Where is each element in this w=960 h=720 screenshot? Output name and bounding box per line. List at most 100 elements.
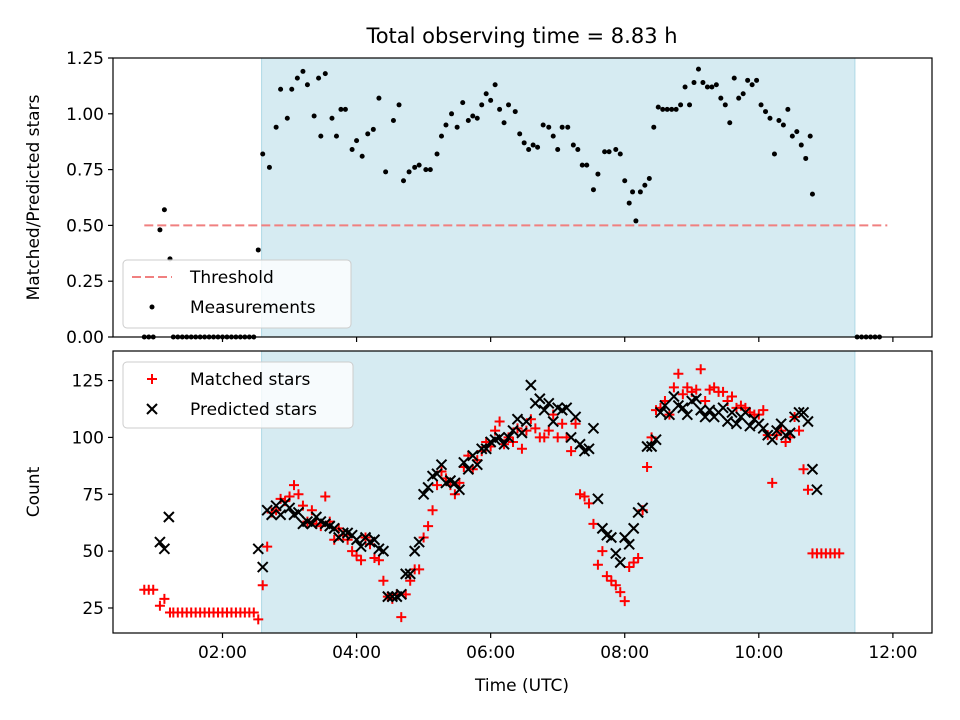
measurement-point [501,120,507,126]
measurement-point [579,162,585,168]
measurement-point [722,102,728,108]
top-y-axis-label: Matched/Predicted stars [24,94,44,300]
y-tick-label: 0.50 [66,216,104,236]
top-legend: Threshold Measurements [122,259,352,329]
predicted-point [695,404,707,416]
measurement-point [691,80,697,86]
measurement-point [637,189,643,195]
legend-measurements-label: Measurements [190,298,316,318]
measurement-point [412,164,418,170]
x-tick-label: 06:00 [466,643,515,663]
y-tick-label: 100 [72,428,104,448]
measurement-point [506,102,512,108]
measurement-point [416,162,422,168]
predicted-point [471,459,483,471]
matched-point [780,436,791,447]
top-shaded-interval [261,57,856,338]
matched-point [570,418,581,429]
predicted-point [650,433,662,446]
bottom-plot-marks [139,364,845,625]
matched-point [601,571,612,582]
matched-point [289,480,300,491]
measurement-point [349,147,355,153]
measurement-point [776,117,782,123]
measurement-point [626,200,632,206]
predicted-point [538,404,550,416]
measurement-point [595,171,601,177]
measurement-point [630,189,636,195]
measurement-point [316,75,322,81]
y-tick-label: 0.00 [66,328,104,348]
x-axis-label: Time (UTC) [474,676,569,696]
predicted-point [306,518,318,530]
matched-point [373,555,384,566]
measurement-point [530,142,536,148]
figure-title: Total observing time = 8.83 h [365,24,677,48]
matched-point [396,612,407,623]
top-panel: 0.00 0.25 0.50 0.75 1.00 1.25 Matched/Predict… [24,49,933,348]
matched-point [668,382,679,393]
predicted-point [417,488,430,500]
predicted-point [525,379,537,391]
measurement-point [465,117,471,123]
predicted-point [587,422,600,435]
matched-point [588,518,599,529]
predicted-point [565,431,577,444]
measurement-point [660,106,666,112]
predicted-point [699,411,711,423]
measurement-point [590,187,596,193]
measurement-point [359,153,365,159]
predicted-point [583,443,595,455]
measurement-point [546,124,552,130]
measurement-point [483,91,489,97]
series-measurements [141,66,882,340]
measurement-point [655,104,661,110]
measurement-point [584,162,590,168]
matched-point [293,489,304,500]
measurement-point [443,122,449,128]
predicted-point [158,543,171,555]
measurement-point [365,131,371,137]
matched-point [606,575,617,586]
matched-point [539,432,550,443]
measurement-point [767,115,773,121]
predicted-point [292,506,305,519]
measurement-point [682,84,688,90]
predicted-point [413,536,425,548]
measurement-point [497,106,503,112]
predicted-point [382,590,394,603]
y-tick-label: 25 [82,599,104,619]
matched-point [356,555,367,566]
predicted-point [703,404,716,416]
legend-matched-swatch [147,374,157,384]
bottom-y-axis-label: Count [24,466,44,517]
predicted-point [610,547,622,560]
predicted-point [377,545,390,557]
predicted-point [453,484,466,496]
matched-point [834,548,845,559]
predicted-point [739,406,752,419]
matched-point [262,541,273,552]
predicted-point [654,406,667,419]
predicted-point [274,509,287,521]
measurement-point [785,106,791,112]
matched-point [673,368,684,379]
matched-point [516,443,527,454]
measurement-point [512,109,518,115]
measurement-point [540,122,546,128]
measurement-point [470,113,476,119]
measurement-point [606,149,612,155]
predicted-point [480,443,492,455]
y-tick-label: 0.25 [66,272,104,292]
y-tick-label: 1.00 [66,105,104,125]
predicted-point [677,402,689,414]
x-tick-label: 02:00 [198,643,247,663]
measurement-point [713,82,719,88]
measurement-point [718,95,724,101]
predicted-point [605,531,618,544]
predicted-point [270,499,282,512]
predicted-point [435,459,448,471]
predicted-point [744,420,756,432]
measurement-point [266,164,272,170]
matched-point [597,546,608,557]
